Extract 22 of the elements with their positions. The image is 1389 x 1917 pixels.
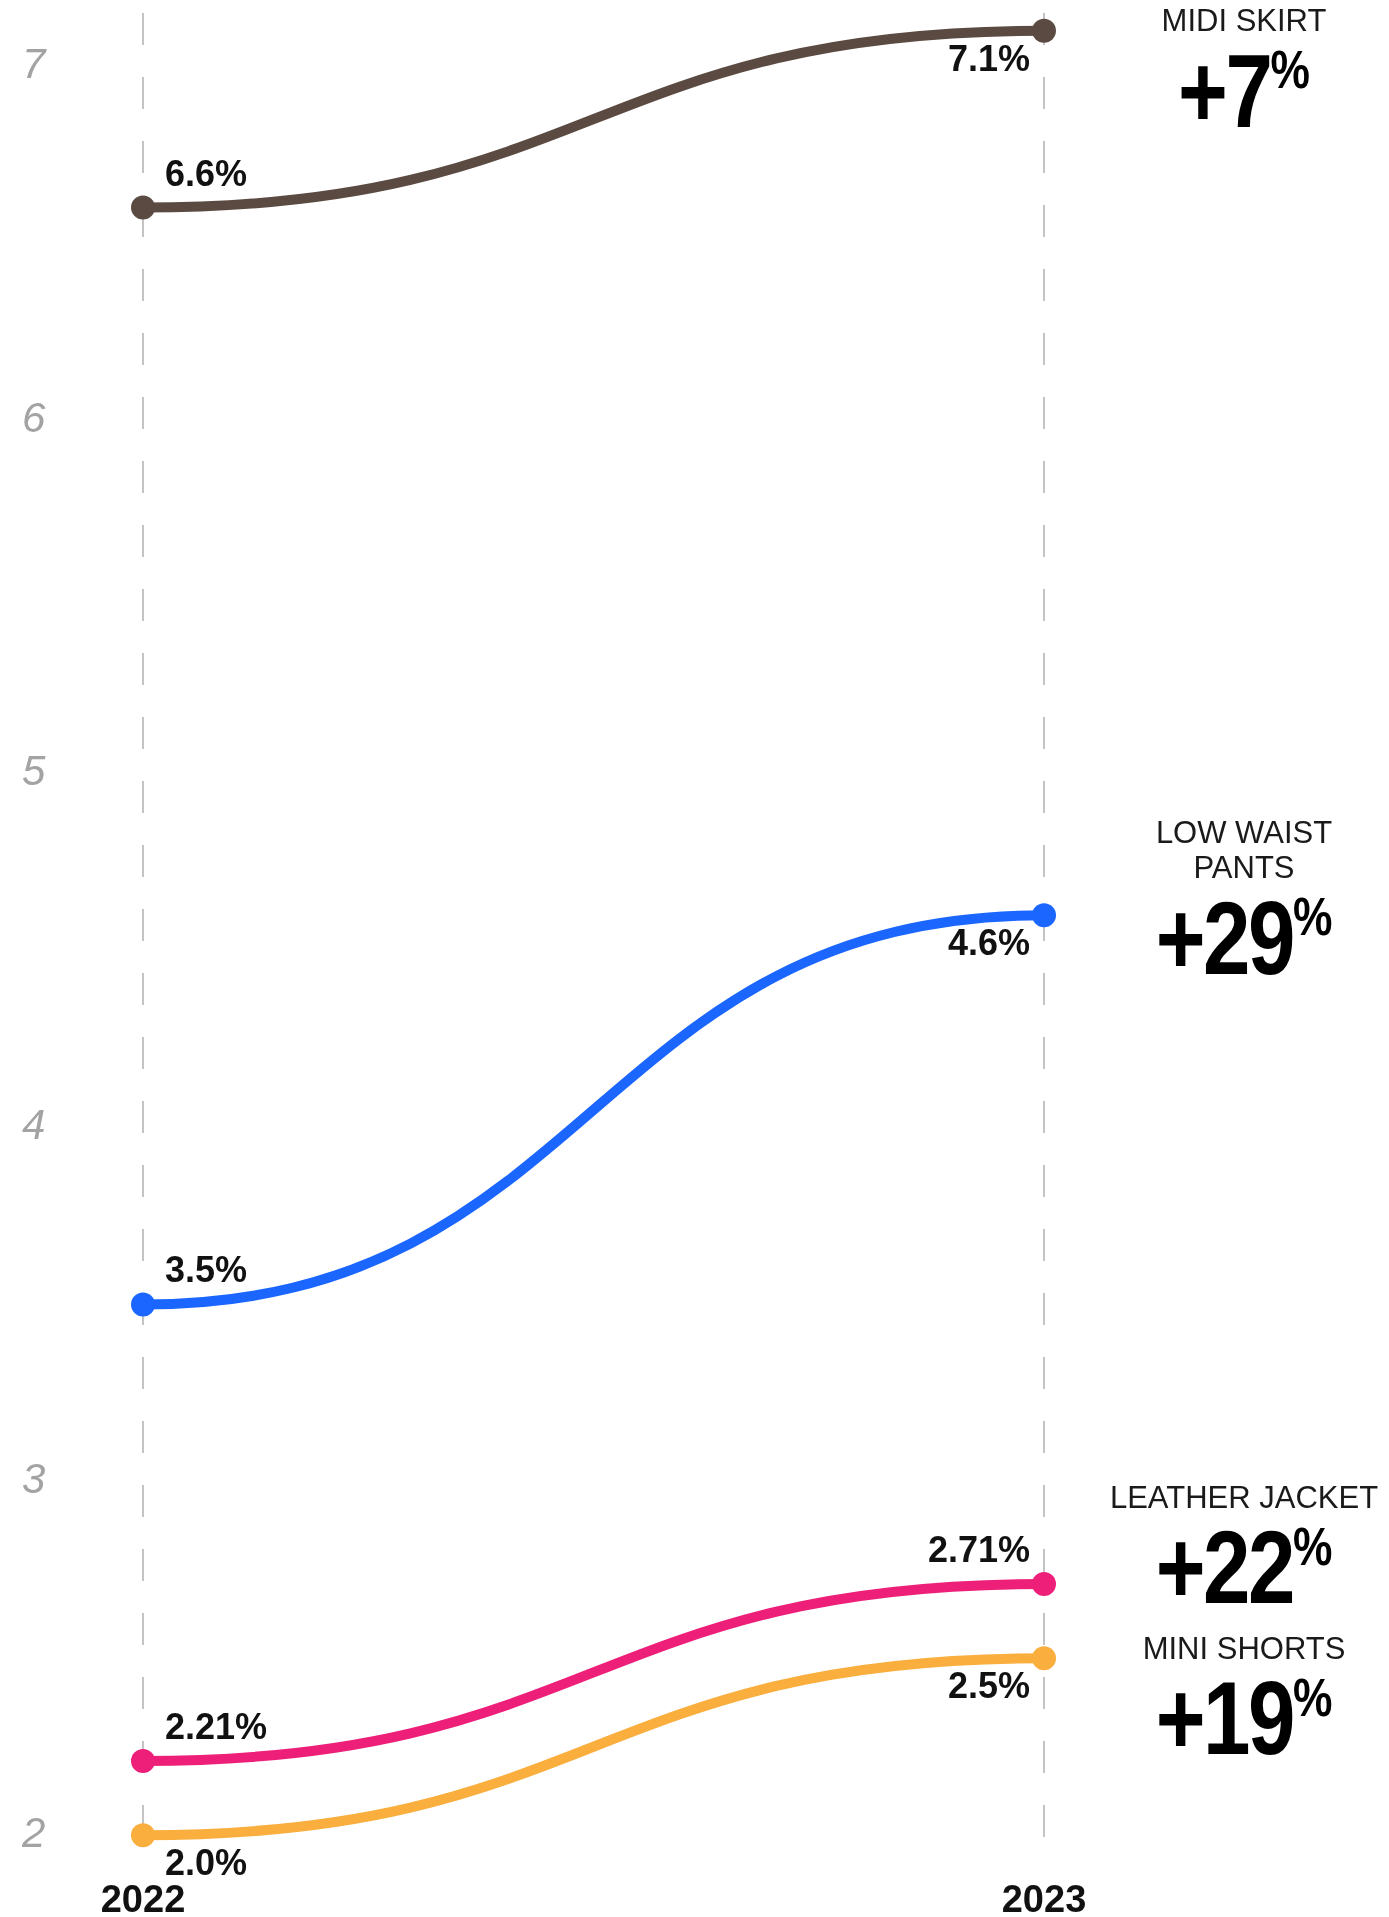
point <box>131 195 155 220</box>
data-label: 3.5% <box>165 1249 248 1291</box>
y-tick-label: 6 <box>22 393 46 441</box>
data-label: 4.6% <box>947 922 1030 964</box>
point <box>1032 1646 1056 1671</box>
point <box>131 1823 155 1848</box>
y-tick-label: 7 <box>22 39 47 87</box>
data-label: 2.21% <box>165 1705 268 1747</box>
data-label: 6.6% <box>165 152 248 194</box>
point <box>1032 18 1056 43</box>
point <box>131 1292 155 1317</box>
y-tick-label: 2 <box>21 1808 46 1856</box>
data-label: 2.5% <box>947 1665 1030 1707</box>
y-tick-label: 4 <box>22 1101 46 1149</box>
data-label: 2.71% <box>927 1529 1030 1571</box>
x-tick-label: 2023 <box>1001 1878 1087 1917</box>
data-label: 7.1% <box>947 37 1030 79</box>
point <box>1032 1572 1056 1597</box>
point <box>1032 903 1056 928</box>
y-tick-label: 3 <box>22 1455 46 1503</box>
y-tick-label: 5 <box>22 747 46 795</box>
point <box>131 1748 155 1773</box>
